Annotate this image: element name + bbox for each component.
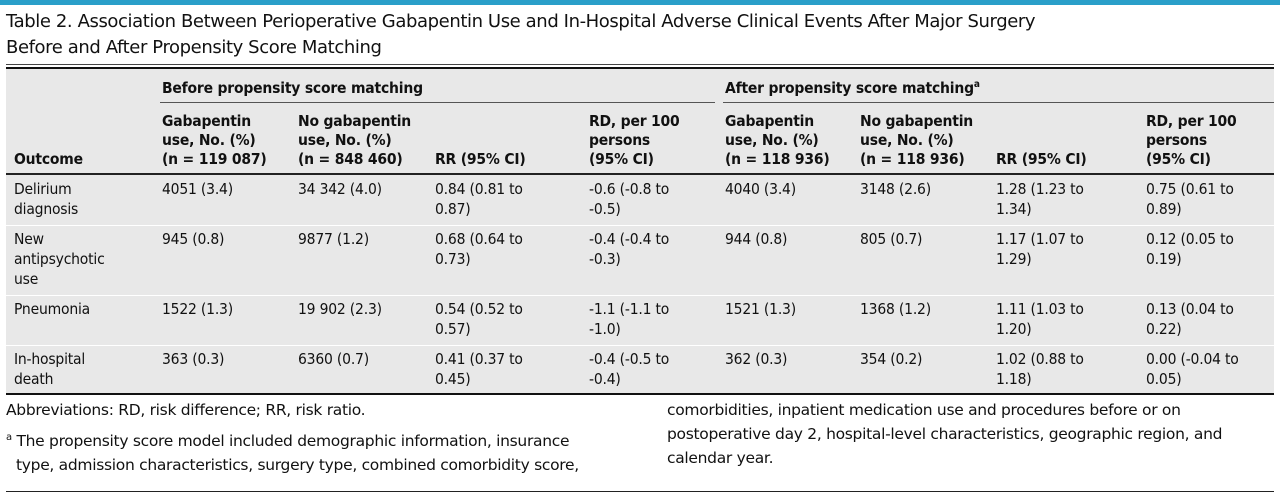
table-title: Table 2. Association Between Perioperati…: [6, 9, 1036, 61]
row-divider: [6, 225, 1274, 226]
group-underline-after: [723, 102, 1274, 103]
cell-b-rr: 0.54 (0.52 to 0.57): [435, 300, 523, 338]
cell-b-rr: 0.84 (0.81 to 0.87): [435, 180, 523, 218]
cell-outcome: Delirium diagnosis: [14, 180, 79, 218]
cell-b-gaba: 4051 (3.4): [162, 180, 233, 198]
footnote-a-right: comorbidities, inpatient medication use …: [667, 401, 1223, 467]
page-bottom-rule: [6, 491, 1274, 492]
cell-b-nogaba: 6360 (0.7): [298, 350, 369, 368]
cell-a-rd: 0.12 (0.05 to 0.19): [1146, 230, 1234, 268]
cell-b-rd: -0.6 (-0.8 to -0.5): [589, 180, 670, 218]
header-bottom-rule: [6, 173, 1274, 175]
footnote-a-left: a The propensity score model included de…: [6, 431, 579, 474]
cell-a-rr: 1.11 (1.03 to 1.20): [996, 300, 1084, 338]
cell-a-nogaba: 3148 (2.6): [860, 180, 931, 198]
table-bottom-rule: [6, 393, 1274, 395]
cell-outcome: In-hospital death: [14, 350, 86, 388]
cell-b-nogaba: 19 902 (2.3): [298, 300, 382, 318]
cell-a-rd: 0.75 (0.61 to 0.89): [1146, 180, 1234, 218]
cell-a-nogaba: 354 (0.2): [860, 350, 923, 368]
cell-b-nogaba: 34 342 (4.0): [298, 180, 382, 198]
cell-a-rr: 1.02 (0.88 to 1.18): [996, 350, 1084, 388]
cell-a-nogaba: 1368 (1.2): [860, 300, 931, 318]
footnote-abbreviations: Abbreviations: RD, risk difference; RR, …: [6, 401, 366, 419]
cell-b-rd: -0.4 (-0.5 to -0.4): [589, 350, 670, 388]
cell-b-rr: 0.41 (0.37 to 0.45): [435, 350, 523, 388]
cell-b-gaba: 363 (0.3): [162, 350, 225, 368]
cell-b-rd: -1.1 (-1.1 to -1.0): [589, 300, 670, 338]
cell-outcome: Pneumonia: [14, 300, 90, 318]
cell-a-gaba: 944 (0.8): [725, 230, 788, 248]
title-line-2: Before and After Propensity Score Matchi…: [6, 37, 382, 58]
cell-b-gaba: 945 (0.8): [162, 230, 225, 248]
header-before-no-gabapentin: No gabapentin use, No. (%) (n = 848 460): [298, 112, 412, 168]
footnote-a-marker: a: [6, 431, 12, 443]
top-accent-rule: [0, 0, 1280, 5]
header-after-gabapentin: Gabapentin use, No. (%) (n = 118 936): [725, 112, 830, 168]
row-divider: [6, 295, 1274, 296]
cell-b-nogaba: 9877 (1.2): [298, 230, 369, 248]
title-divider: [6, 64, 1274, 65]
table-top-rule: [6, 67, 1274, 69]
cell-a-rr: 1.17 (1.07 to 1.29): [996, 230, 1084, 268]
header-before-rd: RD, per 100 persons (95% CI): [589, 112, 680, 168]
cell-a-nogaba: 805 (0.7): [860, 230, 923, 248]
group-underline-before: [160, 102, 715, 103]
header-after-rd: RD, per 100 persons (95% CI): [1146, 112, 1237, 168]
group-header-before: Before propensity score matching: [162, 79, 423, 97]
title-line-1: Table 2. Association Between Perioperati…: [6, 11, 1036, 32]
cell-a-rd: 0.13 (0.04 to 0.22): [1146, 300, 1234, 338]
cell-b-rr: 0.68 (0.64 to 0.73): [435, 230, 523, 268]
cell-a-rd: 0.00 (-0.04 to 0.05): [1146, 350, 1239, 388]
cell-a-gaba: 362 (0.3): [725, 350, 788, 368]
cell-a-gaba: 4040 (3.4): [725, 180, 796, 198]
data-table: Before propensity score matching After p…: [6, 69, 1274, 393]
header-after-no-gabapentin: No gabapentin use, No. (%) (n = 118 936): [860, 112, 974, 168]
cell-a-rr: 1.28 (1.23 to 1.34): [996, 180, 1084, 218]
header-before-gabapentin: Gabapentin use, No. (%) (n = 119 087): [162, 112, 267, 168]
group-header-after: After propensity score matchinga: [725, 78, 980, 97]
header-after-rr: RR (95% CI): [996, 150, 1087, 168]
cell-outcome: New antipsychotic use: [14, 230, 105, 288]
header-before-rr: RR (95% CI): [435, 150, 526, 168]
header-outcome: Outcome: [14, 150, 83, 168]
cell-b-rd: -0.4 (-0.4 to -0.3): [589, 230, 670, 268]
row-divider: [6, 345, 1274, 346]
cell-b-gaba: 1522 (1.3): [162, 300, 233, 318]
cell-a-gaba: 1521 (1.3): [725, 300, 796, 318]
